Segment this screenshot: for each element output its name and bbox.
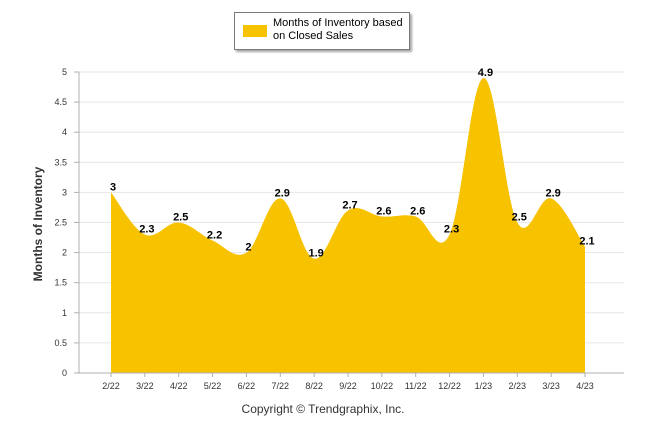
data-label: 2.6	[410, 205, 425, 217]
axes	[74, 71, 624, 377]
data-label: 2	[245, 242, 251, 254]
y-tick-label: 2.5	[54, 218, 67, 228]
data-label: 2.2	[207, 230, 222, 242]
data-label: 2.9	[545, 187, 560, 199]
data-label: 2.1	[579, 236, 594, 248]
y-tick-label: 3.5	[54, 157, 67, 167]
x-tick-label: 8/22	[305, 381, 323, 391]
x-tick-label: 12/22	[438, 381, 461, 391]
data-label: 1.9	[308, 248, 323, 260]
x-tick-label: 4/22	[170, 381, 188, 391]
y-tick-label: 4	[62, 127, 67, 137]
y-tick-label: 1	[62, 308, 67, 318]
data-label: 4.9	[478, 67, 493, 79]
x-tick-label: 2/22	[102, 381, 120, 391]
y-tick-labels: 0 0.5 1 1.5 2 2.5 3 3.5 4 4.5 5	[54, 67, 67, 378]
x-tick-label: 5/22	[204, 381, 222, 391]
copyright-text: Copyright © Trendgraphix, Inc.	[241, 402, 405, 416]
data-label: 2.3	[444, 224, 459, 236]
legend: Months of Inventory based on Closed Sale…	[234, 12, 410, 50]
data-label: 3	[110, 181, 116, 193]
x-tick-label: 3/22	[136, 381, 154, 391]
x-tick-label: 9/22	[339, 381, 357, 391]
x-tick-label: 3/23	[542, 381, 560, 391]
data-label: 2.3	[139, 224, 154, 236]
x-tick-label: 11/22	[405, 381, 427, 391]
x-tick-label: 1/23	[475, 381, 493, 391]
y-tick-label: 4.5	[54, 97, 67, 107]
data-label: 2.5	[512, 212, 527, 224]
data-label: 2.7	[342, 199, 357, 211]
y-tick-label: 5	[62, 67, 67, 77]
area-series-fill	[111, 77, 585, 373]
data-label: 2.5	[173, 212, 188, 224]
y-axis-label: Months of Inventory	[31, 166, 45, 281]
data-label: 2.9	[275, 187, 290, 199]
x-tick-label: 10/22	[371, 381, 394, 391]
y-tick-label: 0.5	[54, 338, 67, 348]
x-tick-label: 6/22	[238, 381, 256, 391]
x-tick-label: 2/23	[509, 381, 527, 391]
x-tick-label: 4/23	[576, 381, 594, 391]
y-tick-label: 2	[62, 248, 67, 258]
data-label: 2.6	[376, 205, 391, 217]
data-labels: 3 2.3 2.5 2.2 2 2.9 1.9 2.7 2.6 2.6 2.3 4.9 2.5 2.9 2.…	[110, 67, 595, 260]
x-tick-labels: 2/22 3/22 4/22 5/22 6/22 7/22 8/22 9/22 10/22 11/…	[102, 381, 594, 391]
y-tick-label: 0	[62, 368, 67, 378]
legend-swatch	[243, 25, 267, 37]
y-tick-label: 1.5	[54, 278, 67, 288]
series-area	[111, 77, 585, 373]
legend-label: Months of Inventory based on Closed Sale…	[273, 17, 403, 42]
y-tick-label: 3	[62, 187, 67, 197]
x-tick-label: 7/22	[272, 381, 290, 391]
